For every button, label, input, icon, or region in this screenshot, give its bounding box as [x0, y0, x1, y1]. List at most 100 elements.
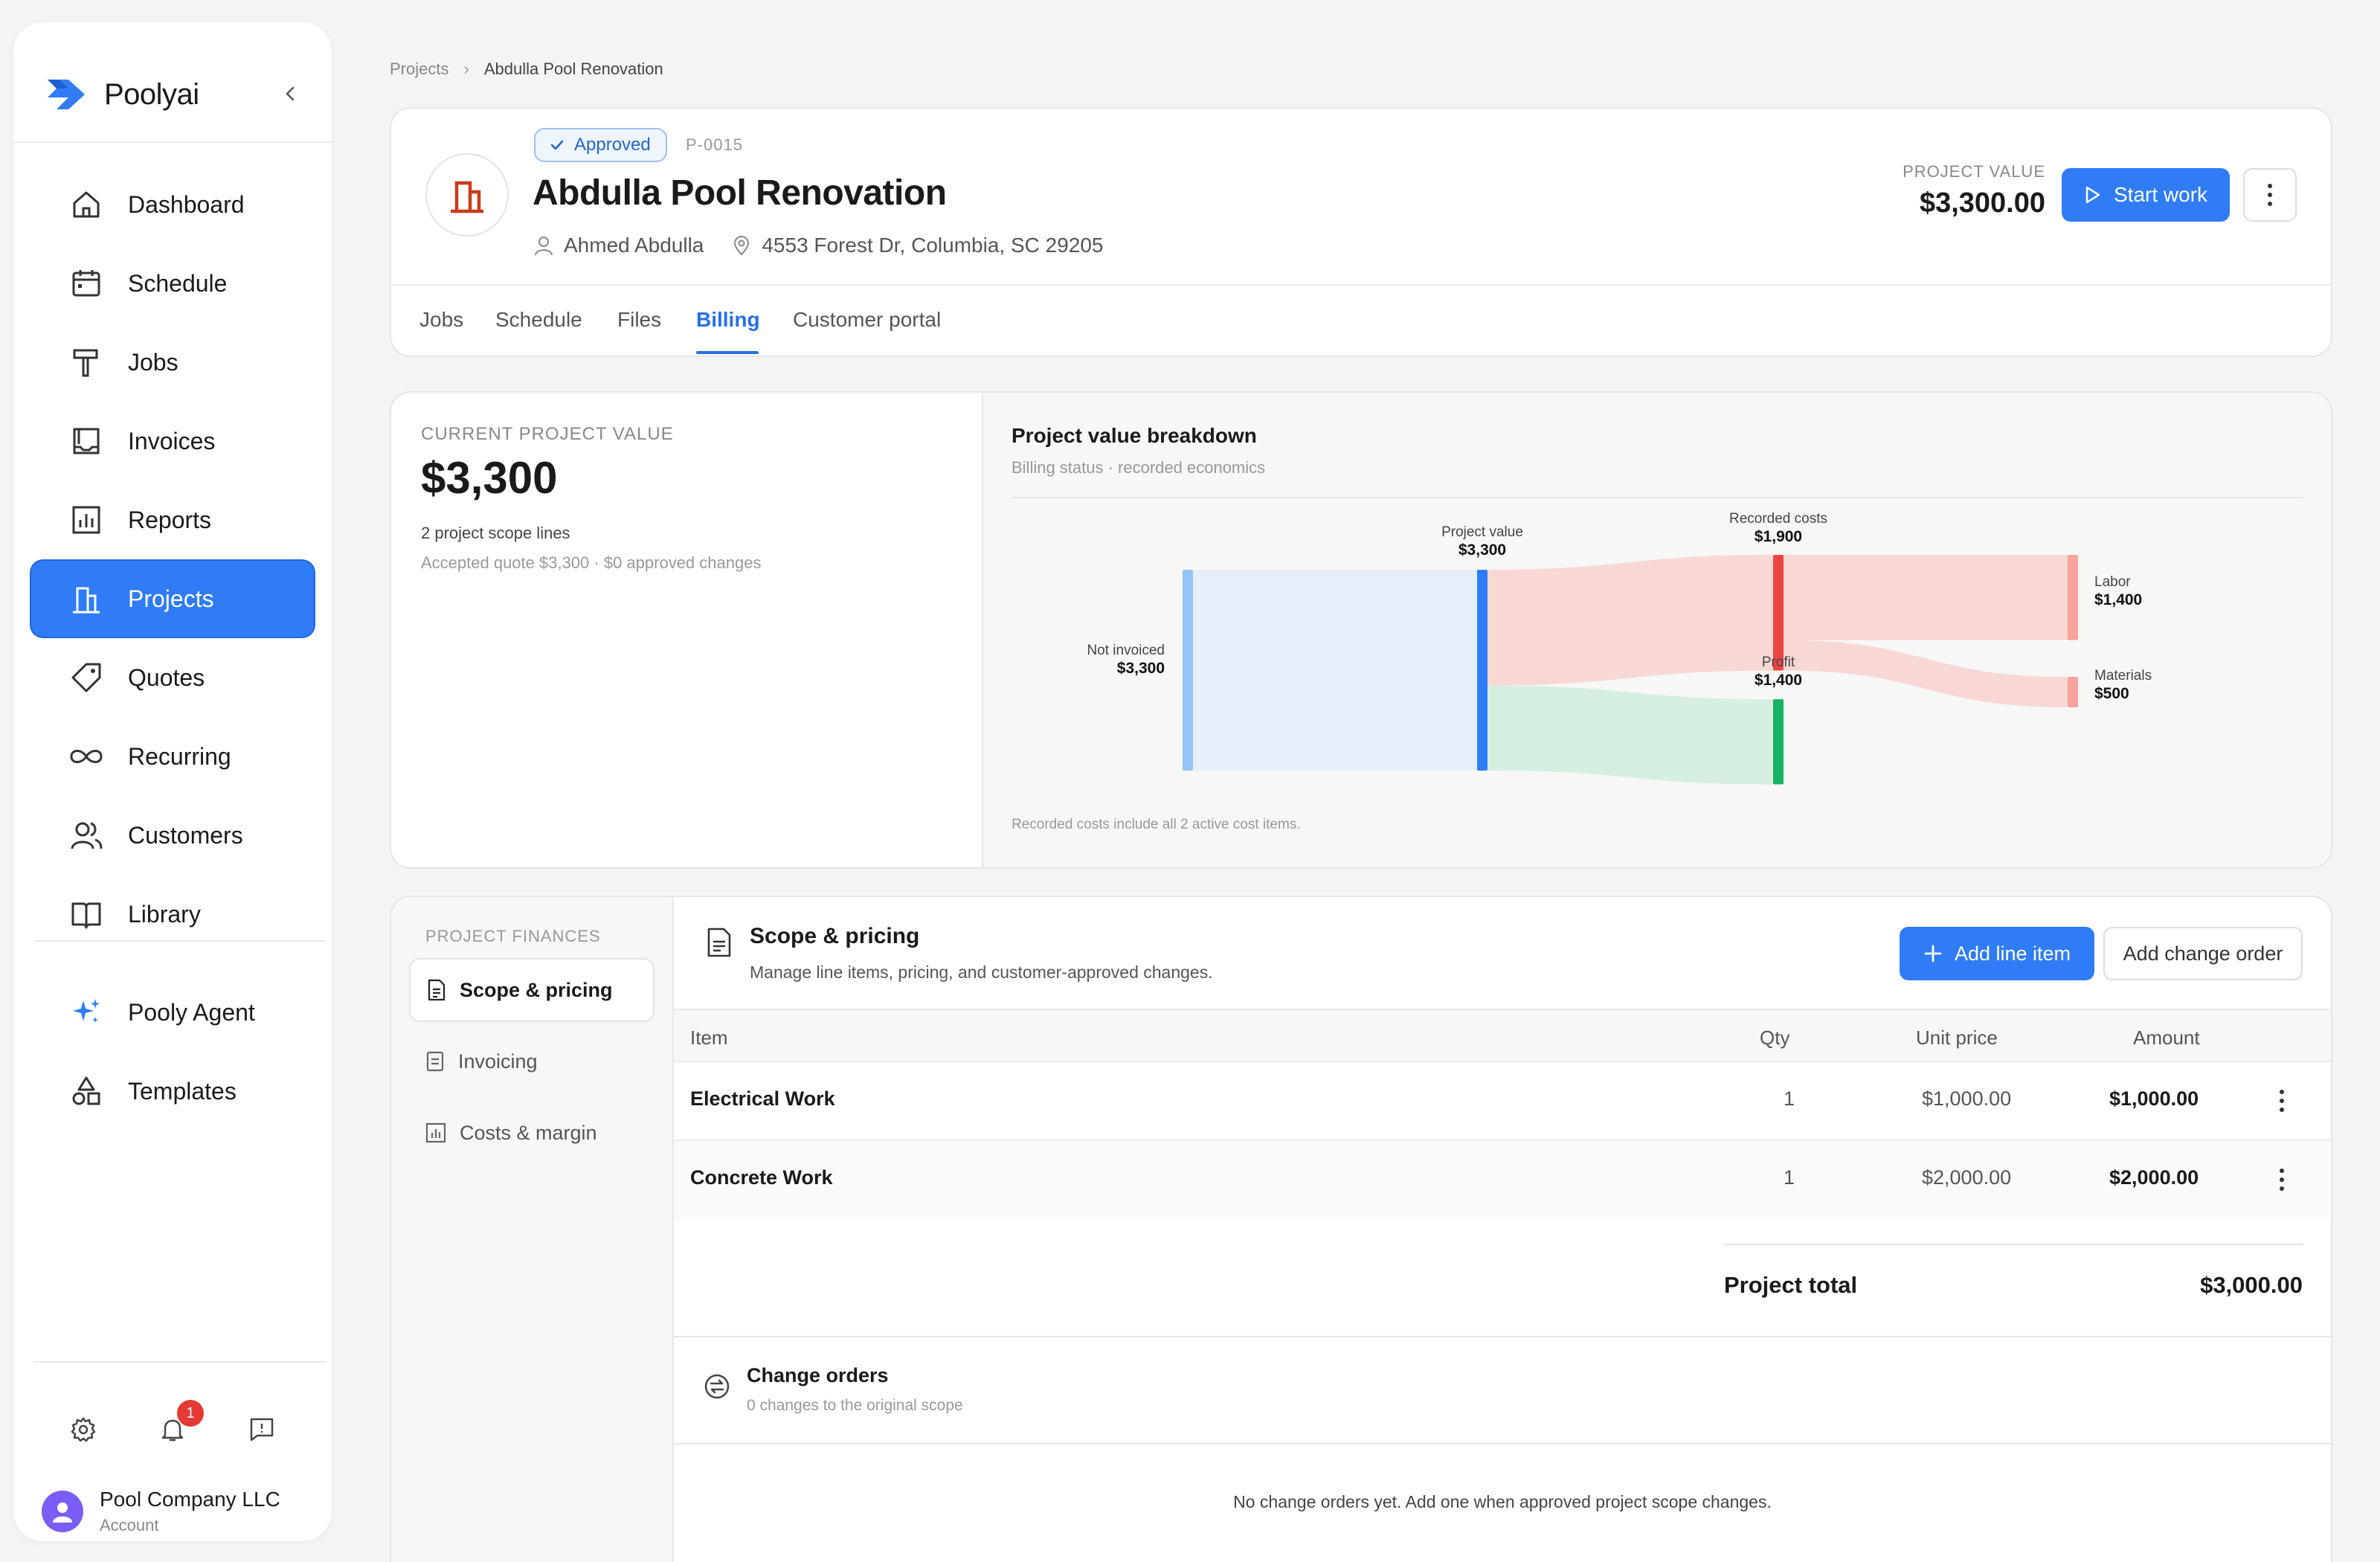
- sidebar-item-recurring[interactable]: Recurring: [31, 719, 314, 794]
- sankey-label-value: $1,900: [1755, 528, 1802, 545]
- total-divider: [1724, 1244, 2303, 1245]
- sidebar-item-dashboard[interactable]: Dashboard: [31, 167, 314, 242]
- breakdown-subtitle: Billing status · recorded economics: [1012, 458, 1266, 477]
- sidebar-item-quotes[interactable]: Quotes: [31, 640, 314, 716]
- scope-lines-count: 2 project scope lines: [421, 524, 570, 542]
- app-name: Poolyai: [104, 77, 199, 111]
- sankey-link-project-value-to-recorded-costs: [1488, 555, 1773, 686]
- current-value-label: CURRENT PROJECT VALUE: [421, 424, 674, 444]
- sidebar-item-label: Invoices: [128, 427, 216, 454]
- settings-icon[interactable]: [67, 1413, 100, 1446]
- tab-jobs[interactable]: Jobs: [419, 308, 464, 331]
- line-item-qty: 1: [1784, 1166, 1795, 1189]
- sidebar-item-invoices[interactable]: Invoices: [31, 403, 314, 479]
- project-header-card: Approved P-0015 Abdulla Pool Renovation …: [390, 107, 2332, 357]
- check-icon: [550, 140, 564, 150]
- start-work-label: Start work: [2113, 183, 2208, 206]
- column-header-amount: Amount: [2133, 1026, 2200, 1049]
- sankey-node-labor[interactable]: [2068, 555, 2078, 640]
- add-change-order-button[interactable]: Add change order: [2103, 927, 2303, 980]
- sidebar-item-label: Quotes: [128, 663, 205, 691]
- sidebar-item-jobs[interactable]: Jobs: [31, 324, 314, 400]
- project-total-label: Project total: [1724, 1272, 1858, 1298]
- sidebar-item-label: Templates: [128, 1077, 237, 1105]
- sankey-node-profit[interactable]: [1773, 699, 1784, 785]
- project-avatar: [425, 153, 509, 237]
- kebab-menu-icon[interactable]: [2267, 1086, 2297, 1116]
- finances-nav-scope-pricing[interactable]: Scope & pricing: [409, 958, 654, 1022]
- sankey-link-project-value-to-profit: [1488, 685, 1773, 785]
- sankey-link-not-invoiced-to-project-value: [1193, 570, 1477, 771]
- exchange-icon: [704, 1373, 730, 1404]
- hammer-icon: [68, 344, 104, 380]
- collapse-sidebar-icon[interactable]: [275, 79, 305, 109]
- project-meta: Ahmed Abdulla 4553 Forest Dr, Columbia, …: [534, 234, 1132, 257]
- address-link[interactable]: 4553 Forest Dr, Columbia, SC 29205: [732, 234, 1104, 257]
- sidebar-item-pooly-agent[interactable]: Pooly Agent: [31, 974, 314, 1050]
- account-name: Pool Company LLC: [100, 1488, 280, 1511]
- sidebar-item-customers[interactable]: Customers: [31, 797, 314, 873]
- sidebar-divider: [34, 1361, 326, 1363]
- customer-link[interactable]: Ahmed Abdulla: [534, 234, 704, 257]
- user-icon: [535, 237, 553, 256]
- bell-icon[interactable]: [156, 1413, 189, 1446]
- account-switcher[interactable]: Pool Company LLC Account: [42, 1488, 280, 1535]
- sidebar-item-templates[interactable]: Templates: [31, 1053, 314, 1129]
- finances-nav-invoicing[interactable]: Invoicing: [409, 1029, 654, 1093]
- sankey-label-name: Not invoiced: [1087, 643, 1165, 658]
- sidebar-item-reports[interactable]: Reports: [31, 482, 314, 558]
- finances-nav-costs-margin[interactable]: Costs & margin: [409, 1101, 654, 1165]
- breadcrumb-projects-link[interactable]: Projects: [390, 60, 449, 78]
- tab-schedule[interactable]: Schedule: [495, 308, 582, 331]
- sankey-node-materials[interactable]: [2068, 677, 2078, 707]
- table-row[interactable]: Concrete Work 1 $2,000.00 $2,000.00: [674, 1141, 2331, 1218]
- tab-files[interactable]: Files: [617, 308, 662, 331]
- more-options-button[interactable]: [2243, 168, 2297, 222]
- tab-customer-portal[interactable]: Customer portal: [793, 308, 942, 331]
- project-id: P-0015: [686, 135, 743, 154]
- sidebar-item-label: Projects: [128, 585, 214, 612]
- project-value-label: PROJECT VALUE: [1903, 162, 2045, 181]
- line-item-name: Concrete Work: [690, 1166, 833, 1189]
- sankey-link-recorded-costs-to-labor: [1784, 555, 2068, 640]
- breakdown-title: Project value breakdown: [1012, 424, 1257, 447]
- sidebar-item-projects[interactable]: Projects: [31, 561, 314, 637]
- line-item-unit-price: $1,000.00: [1922, 1087, 2012, 1110]
- project-value: $3,300.00: [1919, 187, 2045, 219]
- sidebar-item-label: Schedule: [128, 269, 228, 297]
- account-label: Account: [100, 1516, 159, 1534]
- feedback-icon[interactable]: [245, 1413, 278, 1446]
- finances-label: PROJECT FINANCES: [425, 927, 601, 945]
- sankey-node-project-value[interactable]: [1477, 570, 1488, 771]
- sankey-label-value: $500: [2094, 685, 2129, 702]
- change-orders-title: Change orders: [747, 1364, 889, 1386]
- brand[interactable]: Poolyai: [46, 68, 199, 120]
- sidebar-item-schedule[interactable]: Schedule: [31, 245, 314, 321]
- tab-billing[interactable]: Billing: [696, 308, 760, 331]
- poolyai-logo-icon: [48, 80, 85, 109]
- scope-title: Scope & pricing: [750, 924, 920, 948]
- start-work-button[interactable]: Start work: [2062, 168, 2230, 222]
- sidebar-footer-icons: 1: [13, 1400, 332, 1459]
- sankey-node-not-invoiced[interactable]: [1183, 570, 1193, 771]
- sankey-node-recorded-costs[interactable]: [1773, 555, 1784, 671]
- avatar: [42, 1491, 83, 1532]
- building-icon: [451, 181, 483, 213]
- sidebar-item-label: Library: [128, 900, 201, 928]
- sankey-label-value: $1,400: [2094, 591, 2142, 608]
- change-orders-subtitle: 0 changes to the original scope: [747, 1397, 963, 1414]
- book-icon: [68, 896, 104, 932]
- table-row[interactable]: Electrical Work 1 $1,000.00 $1,000.00: [674, 1062, 2331, 1140]
- sidebar-item-label: Pooly Agent: [128, 998, 255, 1026]
- finances-nav-label: Scope & pricing: [460, 978, 613, 1001]
- infinity-icon: [68, 739, 104, 774]
- sidebar-item-label: Recurring: [128, 742, 231, 770]
- document-icon: [705, 927, 733, 962]
- add-line-item-button[interactable]: Add line item: [1900, 927, 2094, 980]
- notification-badge: 1: [177, 1400, 204, 1427]
- project-total: $3,000.00: [2200, 1272, 2303, 1298]
- calendar-icon: [68, 266, 104, 301]
- kebab-menu-icon[interactable]: [2267, 1165, 2297, 1195]
- shapes-icon: [68, 1073, 104, 1109]
- sidebar-item-library[interactable]: Library: [31, 876, 314, 952]
